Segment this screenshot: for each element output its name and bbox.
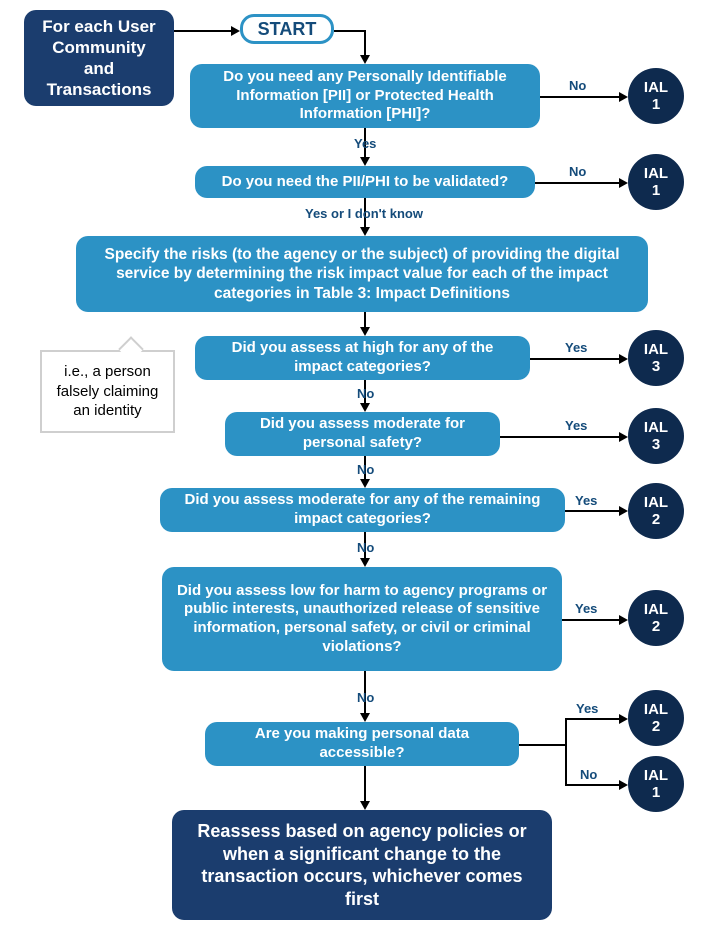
arrow-q1-yes: [360, 157, 370, 166]
label-q2-no: No: [569, 164, 586, 179]
arrow-q5-no: [360, 558, 370, 567]
label-q7-yes: Yes: [576, 701, 598, 716]
q2-node: Do you need the PII/PHI to be validated?: [195, 166, 535, 198]
ial-circle-2: IAL1: [628, 154, 684, 210]
ial-circle-1: IAL1: [628, 68, 684, 124]
ial-circle-4: IAL3: [628, 408, 684, 464]
callout-identity: i.e., a person falsely claiming an ident…: [40, 350, 175, 433]
arrow-q6-yes: [619, 615, 628, 625]
q6-node: Did you assess low for harm to agency pr…: [162, 567, 562, 671]
edge-q4-yes: [500, 436, 620, 438]
arrow-q7-yes: [619, 714, 628, 724]
context-node: For each User Community and Transactions: [24, 10, 174, 106]
specify-node: Specify the risks (to the agency or the …: [76, 236, 648, 312]
label-q3-yes: Yes: [565, 340, 587, 355]
edge-q1-no: [540, 96, 620, 98]
arrow-specify-q3: [360, 327, 370, 336]
label-q5-no: No: [357, 540, 374, 555]
label-q4-no: No: [357, 462, 374, 477]
label-q1-no: No: [569, 78, 586, 93]
label-q3-no: No: [357, 386, 374, 401]
ial-circle-6: IAL2: [628, 590, 684, 646]
edge-q6-yes: [562, 619, 620, 621]
arrow-q4-no: [360, 479, 370, 488]
label-q6-yes: Yes: [575, 601, 597, 616]
label-q4-yes: Yes: [565, 418, 587, 433]
edge-q7-final: [364, 766, 366, 802]
start-node: START: [240, 14, 334, 44]
arrow-q2-no: [619, 178, 628, 188]
arrow-q4-yes: [619, 432, 628, 442]
q7-node: Are you making personal data accessible?: [205, 722, 519, 766]
arrow-q1-no: [619, 92, 628, 102]
edge-q7-no: [565, 784, 620, 786]
edge-q2-no: [535, 182, 620, 184]
q3-node: Did you assess at high for any of the im…: [195, 336, 530, 380]
label-q7-no: No: [580, 767, 597, 782]
arrow-q3-no: [360, 403, 370, 412]
q1-node: Do you need any Personally Identifiable …: [190, 64, 540, 128]
label-q5-yes: Yes: [575, 493, 597, 508]
ial-circle-3: IAL3: [628, 330, 684, 386]
edge-q7-fork: [565, 718, 567, 786]
arrow-q7-final: [360, 801, 370, 810]
arrow-q2-yes: [360, 227, 370, 236]
edge-q7-yes: [565, 718, 620, 720]
label-q1-yes: Yes: [354, 136, 376, 151]
edge-start-right: [334, 30, 366, 32]
edge-q7-right: [519, 744, 567, 746]
final-node: Reassess based on agency policies or whe…: [172, 810, 552, 920]
arrow-q7-no: [619, 780, 628, 790]
edge-start-down: [364, 30, 366, 56]
ial-circle-5: IAL2: [628, 483, 684, 539]
edge-specify-q3: [364, 312, 366, 328]
label-q2-yes: Yes or I don't know: [305, 206, 423, 221]
q5-node: Did you assess moderate for any of the r…: [160, 488, 565, 532]
arrow-start-q1: [360, 55, 370, 64]
ial-circle-8: IAL1: [628, 756, 684, 812]
arrow-q3-yes: [619, 354, 628, 364]
arrow-context-start: [231, 26, 240, 36]
q4-node: Did you assess moderate for personal saf…: [225, 412, 500, 456]
arrow-q6-no: [360, 713, 370, 722]
label-q6-no: No: [357, 690, 374, 705]
edge-q3-yes: [530, 358, 620, 360]
arrow-q5-yes: [619, 506, 628, 516]
edge-q5-yes: [565, 510, 620, 512]
ial-circle-7: IAL2: [628, 690, 684, 746]
edge-context-start: [174, 30, 231, 32]
